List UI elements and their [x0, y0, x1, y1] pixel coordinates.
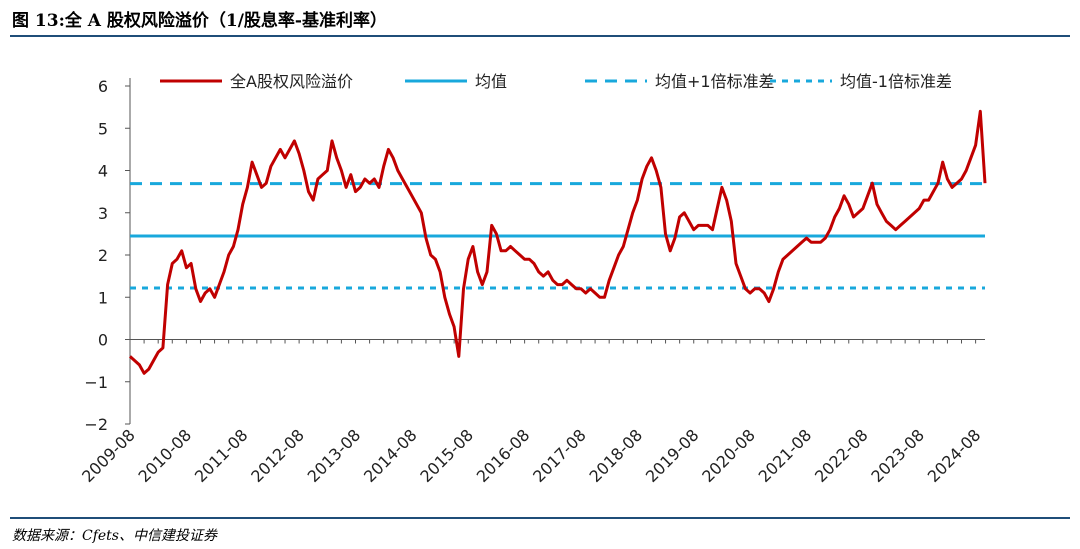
- x-tick-label: 2023-08: [867, 425, 928, 486]
- erp-line-chart: −2−101234562009-082010-082011-082012-082…: [78, 72, 987, 486]
- y-tick-label: 6: [98, 77, 108, 96]
- source-rule: [10, 517, 1070, 519]
- x-tick-label: 2021-08: [755, 425, 816, 486]
- series-line: [129, 109, 987, 375]
- y-tick-label: 0: [98, 331, 108, 350]
- y-tick-label: 2: [98, 246, 108, 265]
- x-tick-label: 2012-08: [247, 425, 308, 486]
- legend-label: 全A股权风险溢价: [230, 72, 353, 91]
- y-tick-label: −1: [84, 373, 108, 392]
- x-tick-label: 2016-08: [473, 425, 534, 486]
- x-tick-label: 2017-08: [529, 425, 590, 486]
- y-tick-label: 3: [98, 204, 108, 223]
- x-tick-label: 2015-08: [416, 425, 477, 486]
- source-note: 数据来源：Cfets、中信建投证券: [12, 528, 217, 544]
- x-tick-label: 2013-08: [304, 425, 365, 486]
- chart-legend: 全A股权风险溢价 均值 均值+1倍标准差 均值-1倍标准差: [160, 72, 952, 91]
- x-tick-label: 2011-08: [191, 425, 252, 486]
- chart-axes: −2−101234562009-082010-082011-082012-082…: [78, 77, 985, 486]
- legend-label: 均值+1倍标准差: [655, 72, 775, 91]
- series-layer: [129, 109, 987, 375]
- x-tick-label: 2024-08: [924, 425, 985, 486]
- x-tick-label: 2009-08: [78, 425, 139, 486]
- reference-lines: [130, 182, 985, 290]
- y-tick-label: 4: [98, 162, 108, 181]
- x-tick-label: 2019-08: [642, 425, 703, 486]
- legend-label: 均值-1倍标准差: [840, 72, 952, 91]
- x-tick-label: 2020-08: [698, 425, 759, 486]
- x-tick-label: 2018-08: [585, 425, 646, 486]
- x-tick-label: 2014-08: [360, 425, 421, 486]
- x-tick-label: 2022-08: [811, 425, 872, 486]
- y-tick-label: −2: [84, 415, 108, 434]
- legend-label: 均值: [475, 72, 507, 91]
- figure-title: 图 13:全 A 股权风险溢价（1/股息率-基准利率）: [12, 11, 387, 31]
- title-rule: [10, 35, 1070, 37]
- x-tick-label: 2010-08: [134, 425, 195, 486]
- y-tick-label: 5: [98, 119, 108, 138]
- y-tick-label: 1: [98, 288, 108, 307]
